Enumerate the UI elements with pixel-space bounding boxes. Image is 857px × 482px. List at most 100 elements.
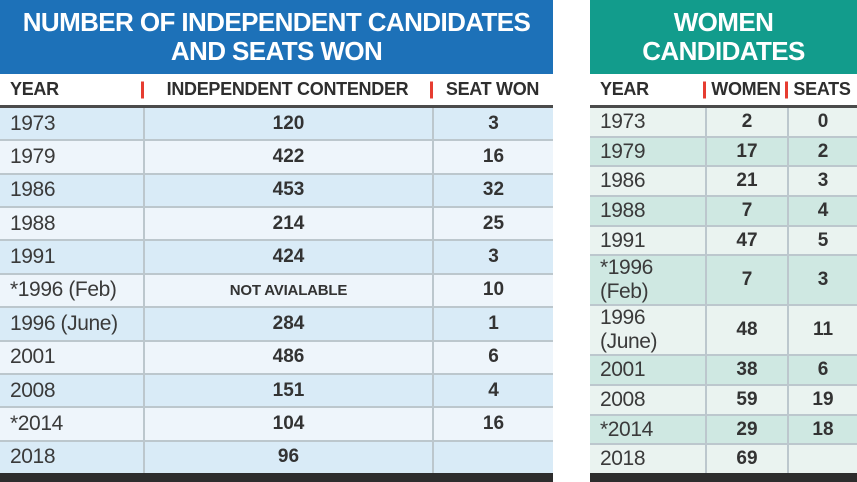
value-cell: 214 bbox=[143, 208, 432, 240]
table-body: 1973 120 3 1979 422 16 1986 453 32 1988 214 25 1991 4… bbox=[0, 108, 553, 473]
table-body: 1973 2 0 1979 17 2 1986 21 3 1988 7 4 1991 47 5 *1996 (… bbox=[590, 108, 857, 474]
value-cell: 25 bbox=[432, 208, 553, 240]
column-header-year: YEAR bbox=[10, 79, 59, 99]
value-cell: 453 bbox=[143, 174, 432, 207]
value-cell bbox=[787, 445, 857, 474]
value-cell: 69 bbox=[705, 445, 787, 474]
column-header-year: YEAR bbox=[600, 79, 649, 99]
column-header-seats: SEATS bbox=[787, 74, 857, 105]
year-cell: *1996 (Feb) bbox=[10, 278, 117, 302]
year-cell: 1986 bbox=[10, 178, 56, 202]
value-cell: 48 bbox=[705, 306, 787, 355]
table-row: 2008 151 4 bbox=[0, 374, 553, 409]
year-cell: 2018 bbox=[10, 445, 56, 469]
table-row: 2001 486 6 bbox=[0, 341, 553, 375]
year-cell: 2008 bbox=[600, 387, 646, 411]
table-bottom-bar bbox=[0, 473, 553, 482]
column-header-contender: INDEPENDENT CONTENDER bbox=[143, 74, 432, 105]
year-cell: 1973 bbox=[10, 111, 56, 135]
table-title: WOMEN CANDIDATES bbox=[590, 0, 857, 74]
column-header-women: WOMEN bbox=[705, 74, 787, 105]
value-cell: 38 bbox=[705, 356, 787, 385]
value-cell: 17 bbox=[705, 137, 787, 166]
value-cell: 120 bbox=[143, 108, 432, 140]
year-cell: 1996 (June) bbox=[10, 311, 118, 335]
value-cell: 59 bbox=[705, 386, 787, 414]
year-cell: 2008 bbox=[10, 378, 56, 402]
women-candidates-table: WOMEN CANDIDATES YEAR WOMEN SEATS 1973 2 0… bbox=[590, 0, 857, 482]
value-cell: 424 bbox=[143, 241, 432, 273]
table-row: 1973 120 3 bbox=[0, 108, 553, 142]
table-row: 2018 69 bbox=[590, 445, 857, 474]
value-cell: 0 bbox=[787, 108, 857, 136]
year-cell: 2001 bbox=[600, 358, 646, 382]
year-cell: 1991 bbox=[10, 245, 56, 269]
year-cell: 1991 bbox=[600, 228, 646, 252]
independent-candidates-table: NUMBER OF INDEPENDENT CANDIDATES AND SEA… bbox=[0, 0, 553, 482]
table-row: 1979 17 2 bbox=[590, 137, 857, 168]
table-row: 1996 (June) 48 11 bbox=[590, 306, 857, 357]
value-cell: 486 bbox=[143, 341, 432, 373]
year-cell: 1973 bbox=[600, 109, 646, 133]
value-cell: 2 bbox=[705, 108, 787, 136]
value-cell: 21 bbox=[705, 167, 787, 196]
value-cell: 10 bbox=[432, 274, 553, 307]
year-cell: 1988 bbox=[600, 198, 646, 222]
value-cell: 18 bbox=[787, 415, 857, 444]
table-row: 2018 96 bbox=[0, 441, 553, 473]
year-cell: *2014 bbox=[10, 411, 63, 435]
value-cell: 3 bbox=[787, 167, 857, 196]
table-row: *2014 29 18 bbox=[590, 415, 857, 446]
table-row: 1979 422 16 bbox=[0, 141, 553, 175]
value-cell: 2 bbox=[787, 137, 857, 166]
table-row: 2001 38 6 bbox=[590, 356, 857, 387]
value-cell: 11 bbox=[787, 306, 857, 355]
year-cell: 1996 (June) bbox=[600, 306, 658, 354]
value-cell: NOT AVIALABLE bbox=[143, 274, 432, 307]
table-row: *1996 (Feb) NOT AVIALABLE 10 bbox=[0, 274, 553, 309]
value-cell: 6 bbox=[432, 341, 553, 373]
column-header-row: YEAR INDEPENDENT CONTENDER SEAT WON bbox=[0, 74, 553, 108]
column-header-row: YEAR WOMEN SEATS bbox=[590, 74, 857, 108]
value-cell: 6 bbox=[787, 356, 857, 385]
year-cell: 2001 bbox=[10, 345, 56, 369]
year-cell: *2014 bbox=[600, 417, 653, 441]
value-cell: 5 bbox=[787, 226, 857, 255]
table-row: *1996 (Feb) 7 3 bbox=[590, 256, 857, 307]
table-row: 1991 47 5 bbox=[590, 226, 857, 257]
value-cell bbox=[432, 441, 553, 473]
year-cell: 1988 bbox=[10, 211, 56, 235]
value-cell: 4 bbox=[432, 374, 553, 407]
value-cell: 32 bbox=[432, 174, 553, 207]
value-cell: 96 bbox=[143, 441, 432, 473]
table-title-line: CANDIDATES bbox=[642, 36, 805, 66]
year-cell: *1996 (Feb) bbox=[600, 256, 653, 304]
value-cell: 16 bbox=[432, 141, 553, 173]
year-cell: 2018 bbox=[600, 447, 646, 471]
value-cell: 284 bbox=[143, 308, 432, 340]
table-row: 1986 453 32 bbox=[0, 174, 553, 209]
table-title: NUMBER OF INDEPENDENT CANDIDATES AND SEA… bbox=[0, 0, 553, 74]
value-cell: 3 bbox=[432, 241, 553, 273]
table-row: 1988 7 4 bbox=[590, 197, 857, 227]
table-bottom-bar bbox=[590, 473, 857, 482]
table-row: 1986 21 3 bbox=[590, 167, 857, 198]
value-cell: 151 bbox=[143, 374, 432, 407]
table-row: 1988 214 25 bbox=[0, 208, 553, 242]
value-cell: 3 bbox=[787, 256, 857, 305]
value-cell: 29 bbox=[705, 415, 787, 444]
value-cell: 7 bbox=[705, 197, 787, 225]
value-cell: 422 bbox=[143, 141, 432, 173]
value-cell: 47 bbox=[705, 226, 787, 255]
table-row: 1991 424 3 bbox=[0, 241, 553, 275]
table-row: 1996 (June) 284 1 bbox=[0, 308, 553, 342]
table-title-line: WOMEN bbox=[673, 6, 774, 37]
column-header-seats: SEAT WON bbox=[432, 74, 553, 105]
table-row: 1973 2 0 bbox=[590, 108, 857, 138]
value-cell: 16 bbox=[432, 408, 553, 440]
table-title-line: NUMBER OF INDEPENDENT CANDIDATES bbox=[22, 6, 531, 37]
value-cell: 104 bbox=[143, 408, 432, 440]
value-cell: 4 bbox=[787, 197, 857, 225]
year-cell: 1979 bbox=[10, 145, 56, 169]
